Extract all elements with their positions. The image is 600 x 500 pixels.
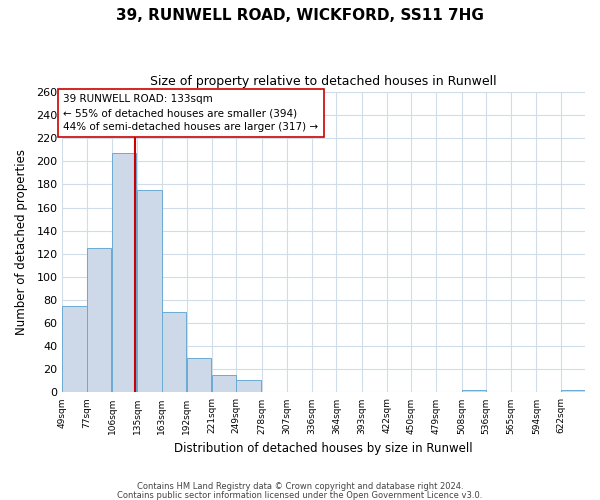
Text: Contains public sector information licensed under the Open Government Licence v3: Contains public sector information licen… [118, 490, 482, 500]
X-axis label: Distribution of detached houses by size in Runwell: Distribution of detached houses by size … [175, 442, 473, 455]
Text: 39 RUNWELL ROAD: 133sqm
← 55% of detached houses are smaller (394)
44% of semi-d: 39 RUNWELL ROAD: 133sqm ← 55% of detache… [64, 94, 319, 132]
Bar [62, 306, 87, 392]
Title: Size of property relative to detached houses in Runwell: Size of property relative to detached ho… [151, 75, 497, 88]
Bar [161, 312, 186, 392]
Bar [187, 358, 211, 392]
Bar [236, 380, 260, 392]
Bar [137, 190, 161, 392]
Bar [212, 375, 236, 392]
Y-axis label: Number of detached properties: Number of detached properties [15, 149, 28, 335]
Bar [560, 390, 585, 392]
Text: 39, RUNWELL ROAD, WICKFORD, SS11 7HG: 39, RUNWELL ROAD, WICKFORD, SS11 7HG [116, 8, 484, 22]
Bar [112, 153, 136, 392]
Bar [461, 390, 486, 392]
Bar [87, 248, 111, 392]
Text: Contains HM Land Registry data © Crown copyright and database right 2024.: Contains HM Land Registry data © Crown c… [137, 482, 463, 491]
